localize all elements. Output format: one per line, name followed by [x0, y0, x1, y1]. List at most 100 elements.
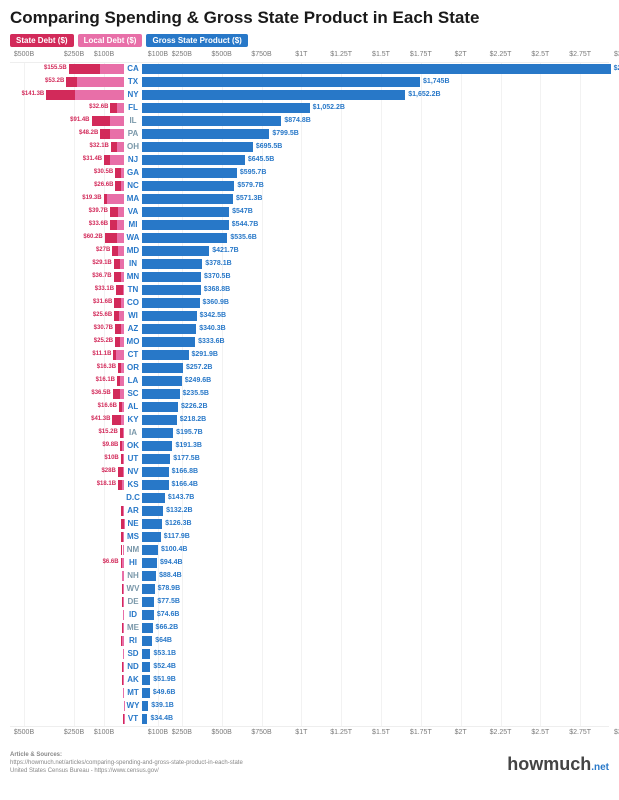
- state-abbr: NJ: [124, 155, 142, 164]
- legend-gsp: Gross State Product ($): [146, 34, 247, 47]
- state-abbr: TX: [124, 77, 142, 86]
- state-debt-bar: [110, 103, 117, 113]
- state-abbr: CA: [124, 64, 142, 73]
- gsp-value: $2,940.8B: [614, 65, 619, 72]
- gsp-bar: [142, 168, 237, 178]
- gsp-bar: [142, 480, 169, 490]
- state-row: $10BAR$132.2B: [10, 505, 609, 517]
- tick: $1.25T: [330, 51, 352, 58]
- gsp-value: $226.2B: [181, 403, 207, 410]
- tick: $3T: [614, 51, 619, 58]
- state-row: $3.3BME$66.2B: [10, 622, 609, 634]
- gsp-value: $535.6B: [230, 234, 256, 241]
- state-abbr: AR: [124, 506, 142, 515]
- state-row: $3.3BAK$51.9B: [10, 674, 609, 686]
- tick: $100B: [148, 729, 168, 736]
- state-abbr: AL: [124, 402, 142, 411]
- state-row: $7.1BNM$100.4B: [10, 544, 609, 556]
- tick: $1.5T: [372, 51, 390, 58]
- gsp-value: $595.7B: [240, 169, 266, 176]
- state-debt-value: $11.1B: [81, 351, 111, 357]
- local-debt-bar: [110, 116, 124, 126]
- gsp-bar: [142, 376, 182, 386]
- state-debt-value: $19.3B: [72, 195, 102, 201]
- tick: $1.5T: [372, 729, 390, 736]
- gsp-value: $378.1B: [205, 260, 231, 267]
- sources: Article & Sources: https://howmuch.net/a…: [10, 752, 243, 775]
- tick: $2.5T: [531, 729, 549, 736]
- local-debt-bar: [107, 194, 124, 204]
- gsp-bar: [142, 285, 201, 295]
- state-row: $31.4BNJ$645.5B: [10, 154, 609, 166]
- state-abbr: SC: [124, 389, 142, 398]
- axis-top: $500B$250B$100B$100B$250B$500B$750B$1T$1…: [10, 49, 609, 63]
- gsp-value: $100.4B: [161, 546, 187, 553]
- local-debt-bar: [117, 233, 124, 243]
- state-abbr: VT: [124, 714, 142, 723]
- state-debt-value: $31.6B: [82, 299, 112, 305]
- gsp-bar: [142, 519, 162, 529]
- state-row: $28BNV$166.8B: [10, 466, 609, 478]
- state-row: $3.2BRI$64B: [10, 635, 609, 647]
- state-row: $41.3BKY$218.2B: [10, 414, 609, 426]
- state-abbr: OK: [124, 441, 142, 450]
- state-debt-value: $155.5B: [37, 65, 67, 71]
- state-abbr: SD: [124, 649, 142, 658]
- state-abbr: UT: [124, 454, 142, 463]
- gsp-value: $51.9B: [153, 676, 176, 683]
- gsp-value: $547B: [232, 208, 253, 215]
- tick: $2.5T: [531, 51, 549, 58]
- gsp-bar: [142, 298, 200, 308]
- gsp-bar: [142, 467, 169, 477]
- gsp-bar: [142, 506, 163, 516]
- state-row: $18.1BKS$166.4B: [10, 479, 609, 491]
- state-row: $39.7BVA$547B: [10, 206, 609, 218]
- state-row: $36.7BMN$370.5B: [10, 271, 609, 283]
- gsp-bar: [142, 428, 173, 438]
- gsp-bar: [142, 337, 195, 347]
- state-debt-bar: [114, 272, 121, 282]
- state-abbr: ME: [124, 623, 142, 632]
- state-abbr: GA: [124, 168, 142, 177]
- gsp-value: $695.5B: [256, 143, 282, 150]
- tick: $100B: [148, 51, 168, 58]
- state-debt-bar: [110, 207, 118, 217]
- gsp-bar: [142, 259, 202, 269]
- state-abbr: NV: [124, 467, 142, 476]
- tick: $2.75T: [569, 729, 591, 736]
- state-row: $9.8BOK$191.3B: [10, 440, 609, 452]
- state-row: $48.2BPA$799.5B: [10, 128, 609, 140]
- state-debt-bar: [92, 116, 110, 126]
- state-row: $3.6BNH$88.4B: [10, 570, 609, 582]
- state-row: $53.2BTX$1,745B: [10, 76, 609, 88]
- gsp-bar: [142, 558, 157, 568]
- gsp-bar: [142, 545, 158, 555]
- tick: $1T: [295, 51, 307, 58]
- tick: $500B: [14, 729, 34, 736]
- legend: State Debt ($) Local Debt ($) Gross Stat…: [10, 34, 609, 47]
- state-abbr: MS: [124, 532, 142, 541]
- state-debt-value: $33.1B: [84, 286, 114, 292]
- gsp-bar: [142, 311, 197, 321]
- brand-logo: howmuch.net: [507, 754, 609, 775]
- state-debt-value: $41.3B: [80, 416, 110, 422]
- state-debt-value: $9.8B: [88, 442, 118, 448]
- state-row: $30.5BGA$595.7B: [10, 167, 609, 179]
- state-abbr: D.C: [124, 493, 142, 502]
- brand-suffix: .net: [591, 762, 609, 773]
- brand-main: howmuch: [507, 754, 591, 774]
- gsp-value: $49.6B: [153, 689, 176, 696]
- gsp-bar: [142, 90, 405, 100]
- gsp-value: $52.4B: [153, 663, 176, 670]
- page-title: Comparing Spending & Gross State Product…: [10, 8, 609, 28]
- state-debt-value: $36.7B: [82, 273, 112, 279]
- state-abbr: AZ: [124, 324, 142, 333]
- gsp-value: $257.2B: [186, 364, 212, 371]
- state-debt-value: $26.6B: [83, 182, 113, 188]
- gsp-value: $132.2B: [166, 507, 192, 514]
- state-abbr: AK: [124, 675, 142, 684]
- state-debt-value: $16.3B: [86, 364, 116, 370]
- gsp-value: $368.8B: [204, 286, 230, 293]
- gsp-value: $77.5B: [157, 598, 180, 605]
- state-debt-value: $30.7B: [83, 325, 113, 331]
